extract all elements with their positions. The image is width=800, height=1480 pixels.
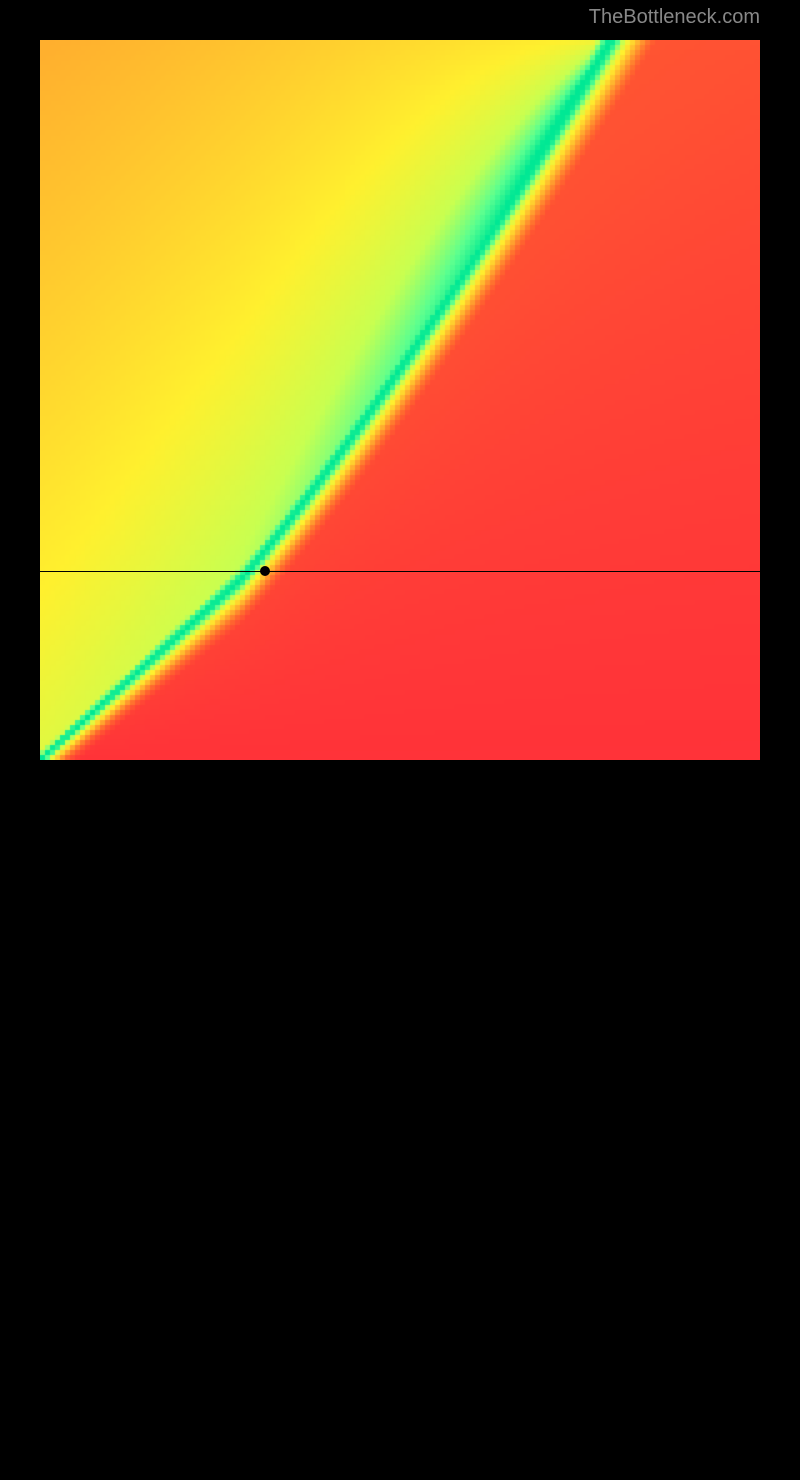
crosshair-marker	[260, 566, 270, 576]
heatmap-canvas	[40, 40, 760, 760]
plot-area	[40, 40, 760, 760]
crosshair-horizontal	[40, 571, 760, 572]
watermark-text: TheBottleneck.com	[589, 6, 760, 29]
crosshair-vertical	[265, 760, 266, 1480]
